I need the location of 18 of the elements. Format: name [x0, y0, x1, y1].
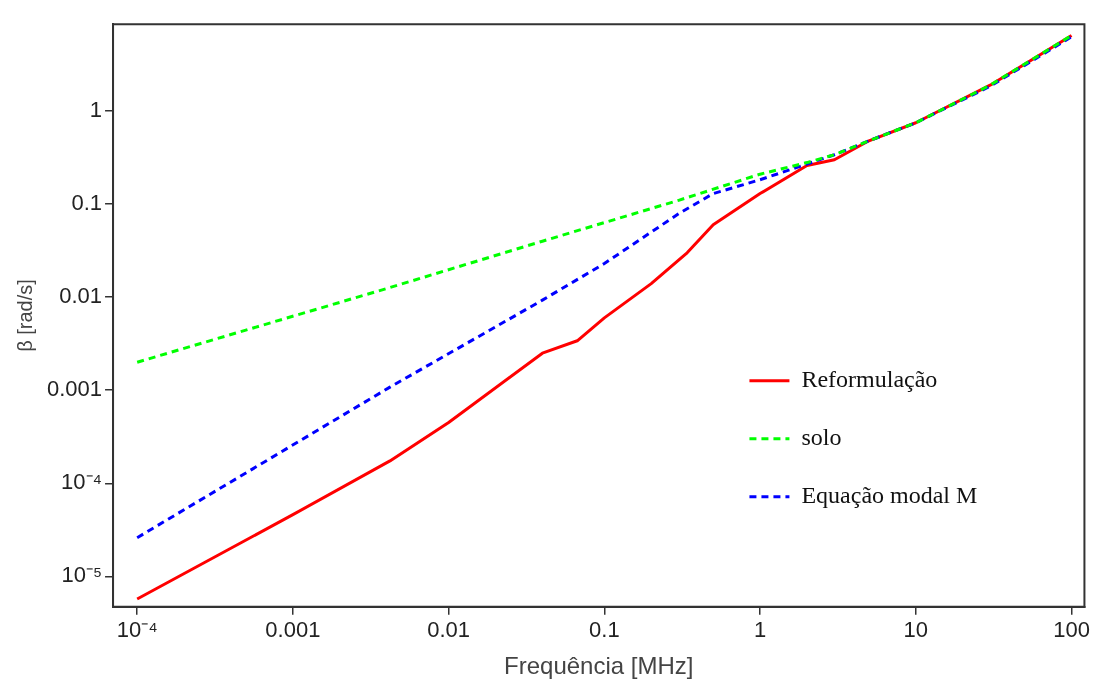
x-tick-label: 10 — [903, 617, 929, 643]
x-tick-label: 0.001 — [265, 617, 321, 643]
y-tick-label: 0.01 — [59, 283, 103, 309]
x-axis-title: Frequência [MHz] — [504, 652, 694, 680]
y-tick-label: 0.1 — [71, 190, 103, 216]
x-tick-label: 0.01 — [427, 617, 471, 643]
legend-label: Reformulação — [801, 366, 938, 393]
y-tick-label: 10⁻⁵ — [61, 562, 103, 588]
legend-label: Equação modal M — [801, 482, 978, 509]
x-tick-label: 10⁻⁴ — [116, 617, 158, 643]
x-tick-label: 0.1 — [589, 617, 620, 643]
y-tick-label: 10⁻⁴ — [61, 469, 103, 495]
y-tick-label: 0.001 — [46, 376, 103, 402]
legend-label: solo — [801, 424, 842, 451]
y-axis-title: β [rad/s] — [13, 279, 36, 352]
x-tick-label: 100 — [1053, 617, 1090, 643]
x-tick-label: 1 — [753, 617, 767, 643]
y-tick-label: 1 — [89, 97, 103, 123]
